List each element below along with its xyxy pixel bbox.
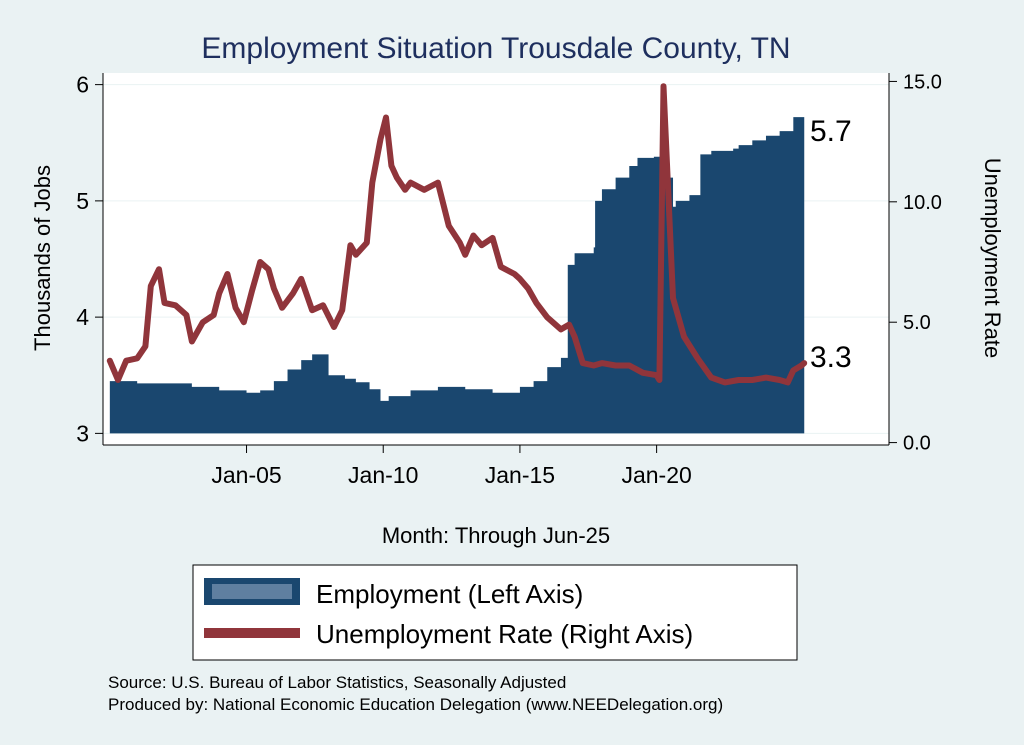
unemployment-end-label: 3.3 xyxy=(810,341,852,374)
legend-employment-label: Employment (Left Axis) xyxy=(316,579,583,609)
right-tick-label: 5.0 xyxy=(903,312,931,334)
x-tick-label: Jan-10 xyxy=(348,462,418,488)
left-tick-label: 4 xyxy=(76,304,89,330)
y-axis-left-title: Thousands of Jobs xyxy=(30,165,55,351)
left-tick-label: 6 xyxy=(76,72,89,98)
right-tick-label: 10.0 xyxy=(903,192,942,214)
x-axis: Jan-05 Jan-10 Jan-15 Jan-20 xyxy=(211,445,692,488)
right-tick-label: 15.0 xyxy=(903,71,942,93)
employment-series xyxy=(109,117,805,434)
chart-title: Employment Situation Trousdale County, T… xyxy=(201,32,790,65)
legend-unemployment-label: Unemployment Rate (Right Axis) xyxy=(316,619,693,649)
employment-end-label: 5.7 xyxy=(810,115,852,148)
x-axis-title: Month: Through Jun-25 xyxy=(382,523,610,548)
source-note: Source: U.S. Bureau of Labor Statistics,… xyxy=(108,673,566,692)
unemployment-line xyxy=(106,83,808,386)
axes xyxy=(102,73,890,446)
left-axis: 3 4 5 6 xyxy=(76,72,103,446)
y-axis-right-title: Unemployment Rate xyxy=(980,158,1005,359)
right-tick-label: 0.0 xyxy=(903,433,931,455)
right-axis: 0.0 5.0 10.0 15.0 xyxy=(889,71,942,455)
legend: Employment (Left Axis) Unemployment Rate… xyxy=(192,564,798,661)
unemployment-series xyxy=(106,83,808,386)
employment-area xyxy=(109,117,805,434)
produced-by-note: Produced by: National Economic Education… xyxy=(108,695,723,714)
legend-employment-swatch-inner xyxy=(212,584,292,599)
x-tick-label: Jan-05 xyxy=(211,462,281,488)
left-tick-label: 3 xyxy=(76,420,89,446)
x-tick-label: Jan-20 xyxy=(621,462,691,488)
left-tick-label: 5 xyxy=(76,188,89,214)
x-tick-label: Jan-15 xyxy=(485,462,555,488)
